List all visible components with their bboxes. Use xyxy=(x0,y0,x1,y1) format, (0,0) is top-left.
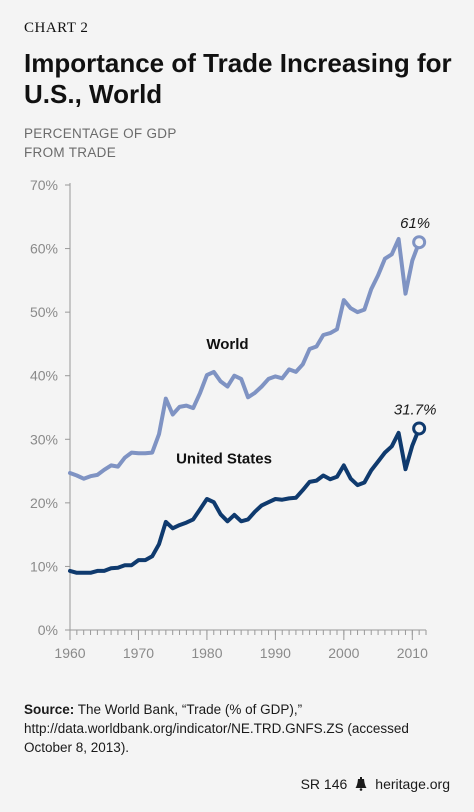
subtitle-line-1: PERCENTAGE OF GDP xyxy=(24,126,177,141)
source-note: Source: The World Bank, “Trade (% of GDP… xyxy=(24,700,454,757)
trade-line-chart: 0% 10% 20% 30% 40% 50% 60% 70% 1960 1970 1980 1990 2… xyxy=(30,177,437,661)
y-tick-label: 50% xyxy=(30,304,58,320)
y-tick-label: 60% xyxy=(30,241,58,257)
y-tick-label: 40% xyxy=(30,368,58,384)
x-tick-label: 1970 xyxy=(123,645,154,661)
y-tick-label: 0% xyxy=(38,622,58,638)
y-tick-label: 30% xyxy=(30,431,58,447)
source-label: Source: xyxy=(24,702,75,717)
site-name[interactable]: heritage.org xyxy=(375,776,450,792)
x-tick-label: 1990 xyxy=(260,645,291,661)
chart-subtitle: PERCENTAGE OF GDP FROM TRADE xyxy=(24,124,324,162)
united-states-endpoint-marker xyxy=(412,421,427,436)
report-id: SR 146 xyxy=(300,776,348,792)
footer: SR 146 heritage.org xyxy=(301,776,450,792)
x-tick-label: 1980 xyxy=(191,645,222,661)
united-states-end-value-label: 31.7% xyxy=(394,401,437,418)
chart-number-label: CHART 2 xyxy=(24,20,89,36)
source-text: The World Bank, “Trade (% of GDP),” http… xyxy=(24,702,409,755)
world-series-line xyxy=(68,237,422,481)
y-tick-label: 20% xyxy=(30,495,58,511)
united-states-series-label: United States xyxy=(176,450,272,467)
y-tick-label: 70% xyxy=(30,177,58,193)
liberty-bell-icon xyxy=(355,777,367,791)
chart-title: Importance of Trade Increasing for U.S.,… xyxy=(24,48,452,109)
world-end-value-label: 61% xyxy=(400,215,430,232)
x-tick-label: 1960 xyxy=(54,645,85,661)
y-tick-label: 10% xyxy=(30,558,58,574)
x-tick-label: 2010 xyxy=(397,645,428,661)
world-series-label: World xyxy=(206,336,248,353)
world-endpoint-marker xyxy=(412,235,427,250)
united-states-series-line xyxy=(68,426,422,575)
subtitle-line-2: FROM TRADE xyxy=(24,145,117,160)
x-tick-label: 2000 xyxy=(328,645,359,661)
